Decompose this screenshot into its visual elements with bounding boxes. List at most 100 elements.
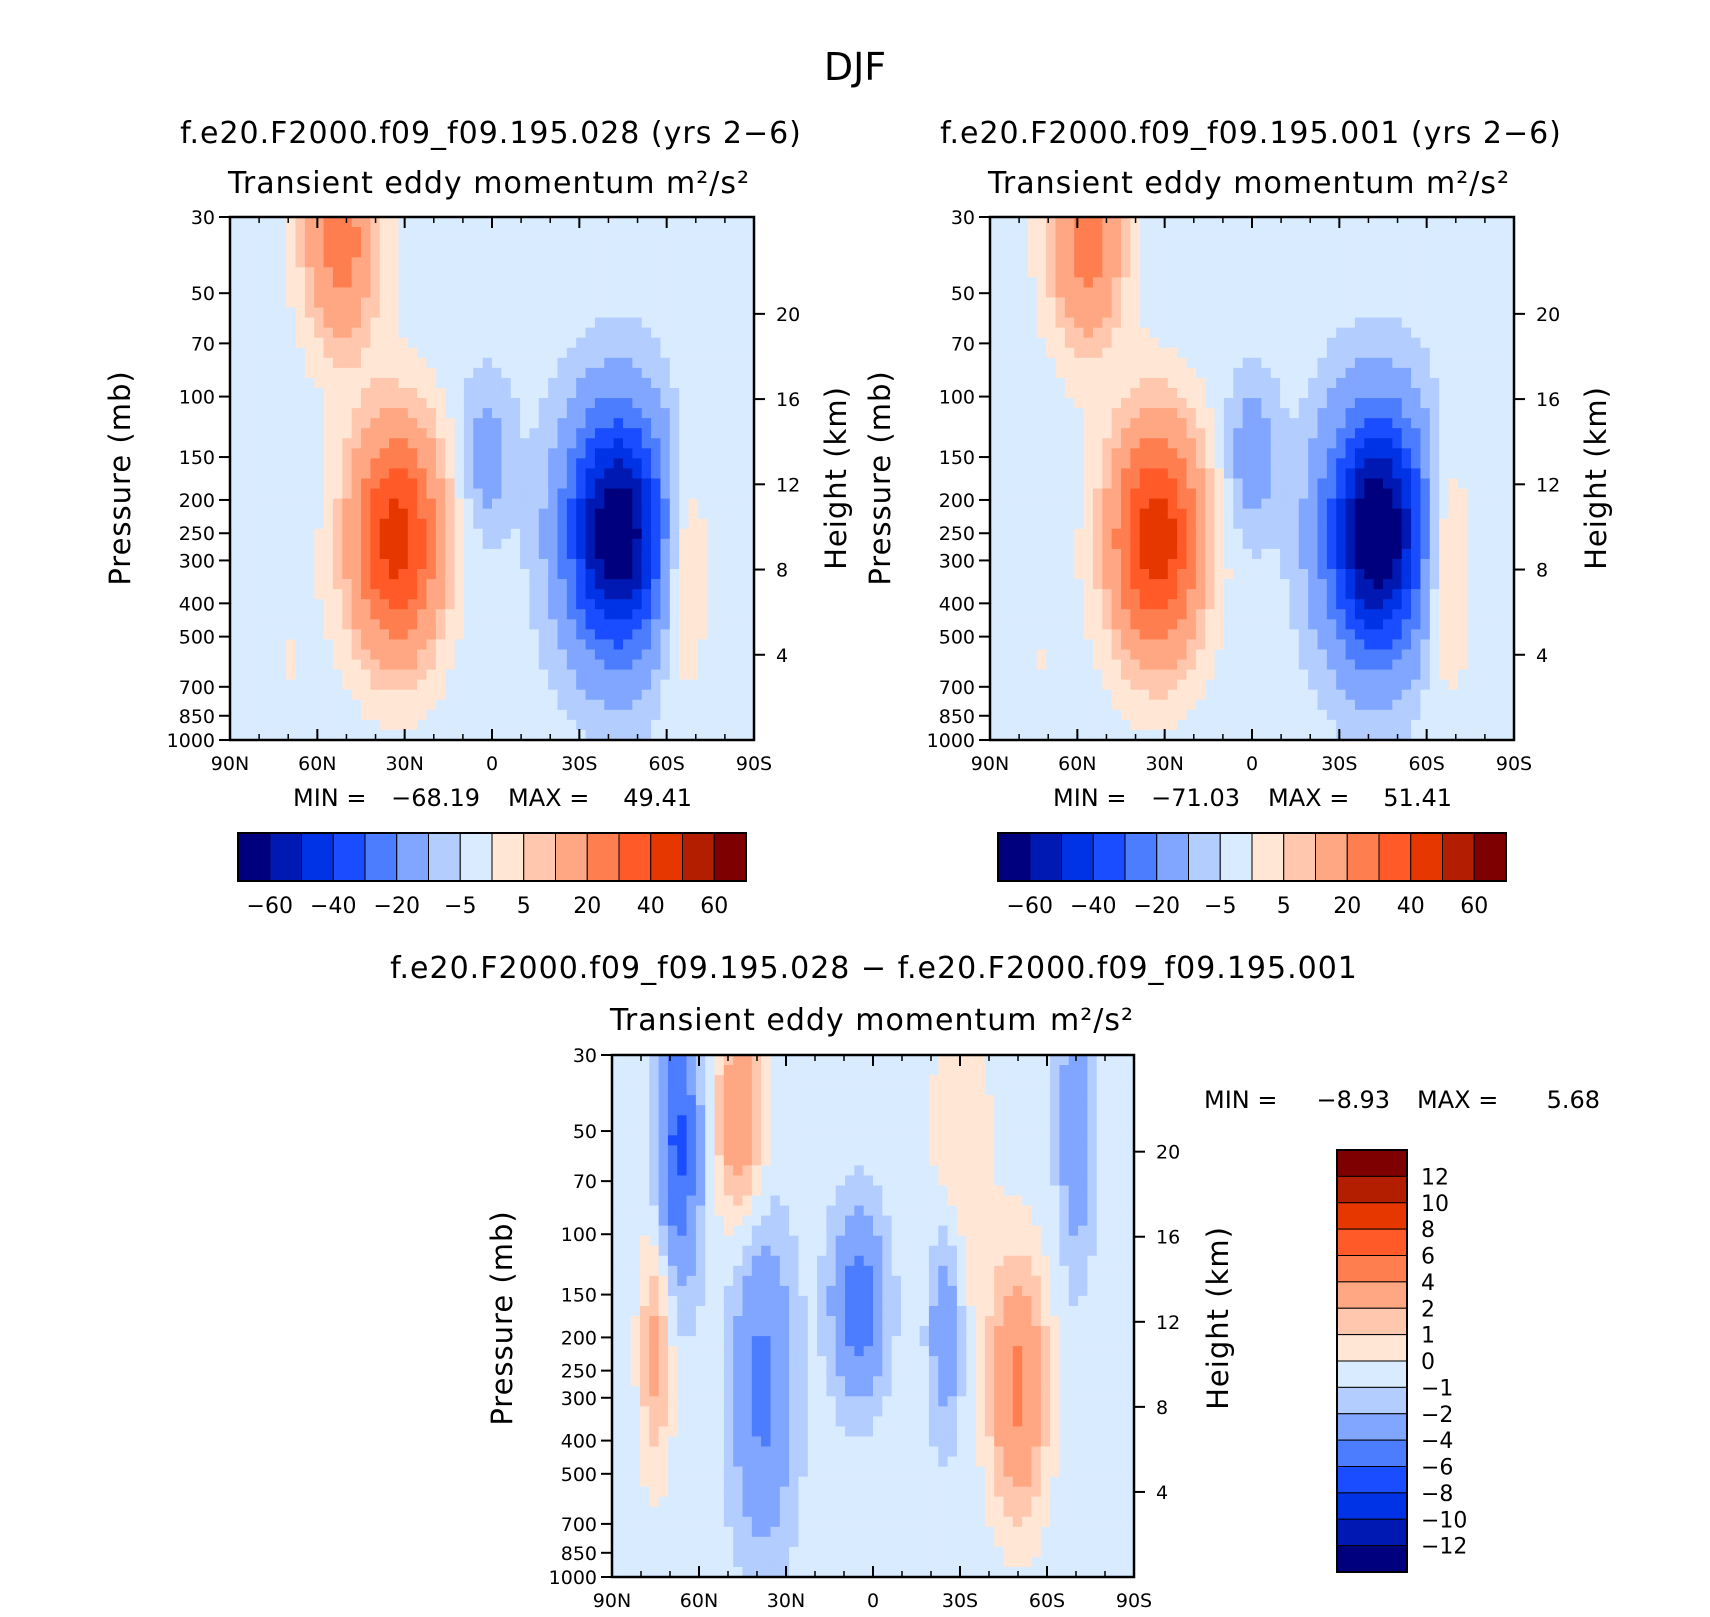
field-cell <box>304 639 315 651</box>
field-cell <box>1027 558 1038 570</box>
field-cell <box>1354 548 1365 560</box>
field-cell <box>566 257 577 268</box>
field-cell <box>267 217 278 228</box>
field-cell <box>651 669 662 681</box>
field-cell <box>445 347 456 359</box>
field-cell <box>999 357 1010 369</box>
field-cell <box>1121 307 1131 319</box>
field-cell <box>669 699 680 711</box>
field-cell <box>1027 357 1038 369</box>
field-cell <box>1270 217 1281 228</box>
field-cell <box>1429 428 1440 439</box>
field-cell <box>1270 347 1281 359</box>
field-cell <box>389 689 400 701</box>
field-cell <box>1092 337 1103 349</box>
field-cell <box>1336 468 1347 480</box>
field-cell <box>323 729 334 741</box>
field-cell <box>1130 538 1141 550</box>
field-cell <box>716 307 727 319</box>
field-cell <box>323 639 334 651</box>
field-cell <box>1121 518 1131 530</box>
field-cell <box>267 247 278 258</box>
field-cell <box>1074 297 1085 309</box>
field-cell <box>351 428 362 439</box>
field-cell <box>1429 468 1440 480</box>
field-cell <box>735 367 746 379</box>
field-cell <box>1476 518 1487 530</box>
field-cell <box>435 217 446 228</box>
field-cell <box>1036 458 1047 470</box>
field-cell <box>351 629 362 641</box>
field-cell <box>501 548 512 560</box>
field-cell <box>1429 398 1440 409</box>
field-cell <box>1008 237 1019 248</box>
field-cell <box>389 408 400 419</box>
field-cell <box>1195 387 1206 399</box>
field-cell <box>1317 548 1328 560</box>
field-cell <box>295 639 306 651</box>
field-cell <box>248 609 259 620</box>
field-cell <box>248 307 259 319</box>
field-cell <box>990 528 1000 540</box>
field-cell <box>304 227 315 238</box>
field-cell <box>707 217 718 228</box>
field-cell <box>1205 438 1216 449</box>
field-cell <box>604 689 615 701</box>
field-cell <box>342 217 353 228</box>
field-cell <box>660 247 671 258</box>
field-cell <box>1195 438 1206 449</box>
field-cell <box>1149 307 1160 319</box>
field-cell <box>1008 337 1019 349</box>
field-cell <box>1476 247 1487 258</box>
field-cell <box>370 297 381 309</box>
field-cell <box>1439 237 1450 248</box>
field-cell <box>1252 488 1262 500</box>
field-cell <box>1102 217 1113 228</box>
field-cell <box>594 558 605 570</box>
field-cell <box>389 237 400 248</box>
field-cell <box>538 408 549 419</box>
field-cell <box>1364 548 1375 560</box>
field-cell <box>1233 548 1244 560</box>
field-cell <box>407 599 418 610</box>
field-cell <box>304 669 315 681</box>
field-cell <box>379 639 390 651</box>
field-cell <box>510 418 521 429</box>
field-cell <box>688 589 699 600</box>
field-cell <box>688 458 699 470</box>
field-cell <box>1448 528 1459 540</box>
field-cell <box>1373 257 1384 268</box>
field-cell <box>1467 237 1478 248</box>
field-cell <box>239 357 250 369</box>
field-cell <box>454 528 465 540</box>
field-cell <box>1429 458 1440 470</box>
field-cell <box>1261 357 1272 369</box>
field-cell <box>1326 347 1337 359</box>
field-cell <box>1420 408 1431 419</box>
field-cell <box>1223 307 1234 319</box>
field-cell <box>1242 418 1253 429</box>
field-cell <box>660 317 671 329</box>
field-cell <box>1270 387 1281 399</box>
field-cell <box>566 719 577 731</box>
field-cell <box>1495 438 1506 449</box>
field-cell <box>248 689 259 701</box>
field-cell <box>482 428 493 439</box>
field-cell <box>623 277 633 289</box>
field-cell <box>1008 438 1019 449</box>
field-cell <box>304 337 315 349</box>
field-cell <box>1252 518 1262 530</box>
field-cell <box>557 709 568 721</box>
field-cell <box>492 589 502 600</box>
field-cell <box>604 478 615 490</box>
field-cell <box>1055 398 1066 409</box>
field-cell <box>725 669 736 681</box>
field-cell <box>1102 337 1113 349</box>
field-cell <box>389 347 400 359</box>
field-cell <box>276 247 287 258</box>
field-cell <box>1205 267 1216 278</box>
field-cell <box>389 538 400 550</box>
field-cell <box>548 729 559 741</box>
field-cell <box>230 629 240 641</box>
field-cell <box>248 287 259 299</box>
